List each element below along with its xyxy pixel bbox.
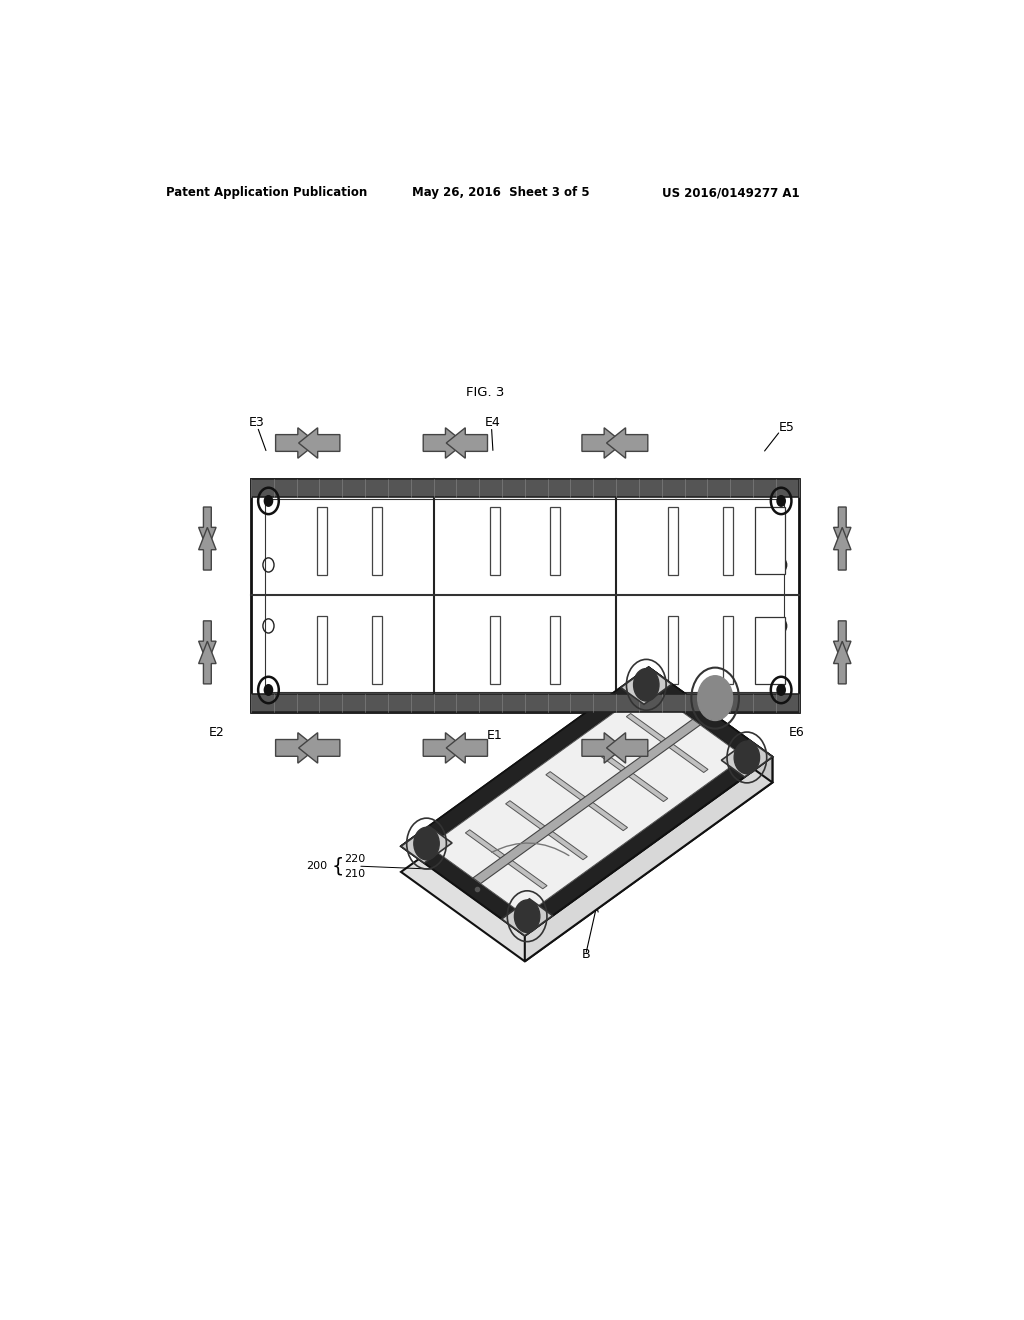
Polygon shape	[721, 741, 772, 777]
FancyArrow shape	[834, 642, 851, 684]
Polygon shape	[506, 801, 588, 859]
FancyArrow shape	[423, 733, 465, 763]
Text: US 2016/0149277 A1: US 2016/0149277 A1	[663, 186, 800, 199]
Polygon shape	[502, 899, 553, 936]
FancyArrow shape	[582, 428, 624, 458]
Bar	[265, 499, 784, 692]
Bar	[251, 479, 799, 496]
Polygon shape	[401, 836, 539, 936]
Circle shape	[514, 900, 540, 932]
Circle shape	[777, 495, 785, 506]
FancyArrow shape	[299, 733, 340, 763]
Text: E4: E4	[485, 416, 501, 429]
FancyArrow shape	[199, 507, 216, 549]
FancyArrow shape	[446, 428, 487, 458]
Text: E2: E2	[209, 726, 224, 739]
Bar	[755, 616, 785, 684]
Bar	[316, 615, 327, 684]
FancyArrow shape	[423, 428, 465, 458]
Polygon shape	[429, 688, 744, 916]
Polygon shape	[465, 830, 547, 888]
Text: FIG. 4: FIG. 4	[466, 817, 504, 830]
Text: May 26, 2016  Sheet 3 of 5: May 26, 2016 Sheet 3 of 5	[413, 186, 590, 199]
Polygon shape	[546, 772, 628, 830]
Polygon shape	[586, 743, 668, 801]
Polygon shape	[621, 668, 672, 705]
Polygon shape	[635, 667, 772, 767]
Bar	[251, 694, 799, 713]
Text: O: O	[438, 865, 447, 878]
Text: 210: 210	[344, 870, 365, 879]
Text: E3: E3	[249, 416, 264, 429]
FancyArrow shape	[606, 428, 648, 458]
Bar	[372, 507, 382, 576]
FancyArrow shape	[275, 733, 316, 763]
Bar	[723, 615, 733, 684]
FancyArrow shape	[834, 507, 851, 549]
FancyArrow shape	[446, 733, 487, 763]
Text: E6: E6	[788, 726, 804, 739]
Bar	[550, 507, 560, 576]
Text: 220: 220	[344, 854, 366, 865]
Polygon shape	[401, 668, 772, 936]
Bar	[489, 507, 500, 576]
Text: B: B	[582, 949, 590, 961]
Polygon shape	[627, 714, 708, 772]
Polygon shape	[401, 667, 663, 857]
Bar	[668, 507, 678, 576]
Bar	[755, 507, 785, 574]
Text: Patent Application Publication: Patent Application Publication	[166, 186, 368, 199]
FancyArrow shape	[834, 528, 851, 570]
Text: FIG. 3: FIG. 3	[466, 385, 504, 399]
Text: C: C	[696, 717, 705, 730]
Polygon shape	[524, 756, 772, 961]
Text: O: O	[680, 735, 690, 748]
Bar	[668, 615, 678, 684]
Polygon shape	[473, 719, 700, 883]
Circle shape	[697, 676, 732, 721]
FancyArrow shape	[299, 428, 340, 458]
Polygon shape	[648, 668, 772, 783]
Circle shape	[264, 685, 272, 696]
Circle shape	[634, 668, 659, 701]
Polygon shape	[401, 693, 772, 961]
Polygon shape	[401, 826, 452, 863]
Circle shape	[264, 495, 272, 506]
Bar	[316, 507, 327, 576]
FancyArrow shape	[199, 642, 216, 684]
Bar	[372, 615, 382, 684]
Circle shape	[777, 685, 785, 696]
Circle shape	[734, 742, 760, 774]
Circle shape	[414, 828, 439, 859]
Text: E5: E5	[778, 421, 795, 434]
Text: 200: 200	[560, 754, 585, 767]
Polygon shape	[511, 747, 772, 936]
FancyArrow shape	[275, 428, 316, 458]
FancyArrow shape	[199, 620, 216, 664]
FancyArrow shape	[834, 620, 851, 664]
Bar	[489, 615, 500, 684]
Bar	[723, 507, 733, 576]
FancyArrow shape	[582, 733, 624, 763]
FancyArrow shape	[199, 528, 216, 570]
Text: 100: 100	[634, 763, 658, 776]
Bar	[251, 479, 799, 713]
Text: 200: 200	[306, 861, 328, 871]
Bar	[550, 615, 560, 684]
Text: {: {	[332, 857, 344, 875]
FancyArrow shape	[606, 733, 648, 763]
Text: E1: E1	[486, 729, 503, 742]
